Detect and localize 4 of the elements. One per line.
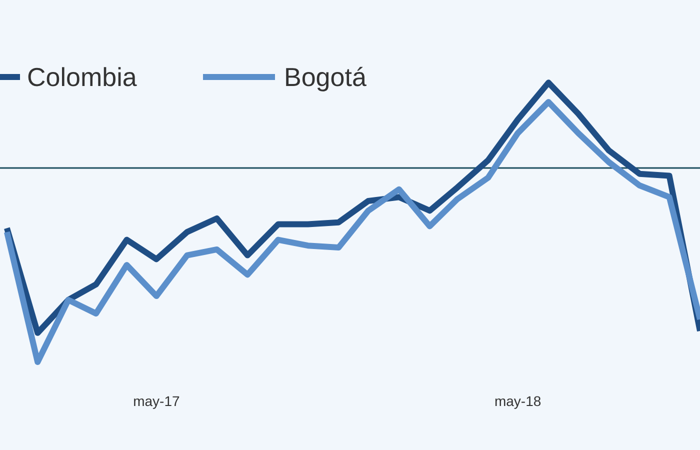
x-tick-label: may-17 [133,393,180,409]
x-tick-label: may-18 [494,393,542,409]
legend-label: Bogotá [284,62,367,92]
legend-label: Colombia [27,62,138,92]
